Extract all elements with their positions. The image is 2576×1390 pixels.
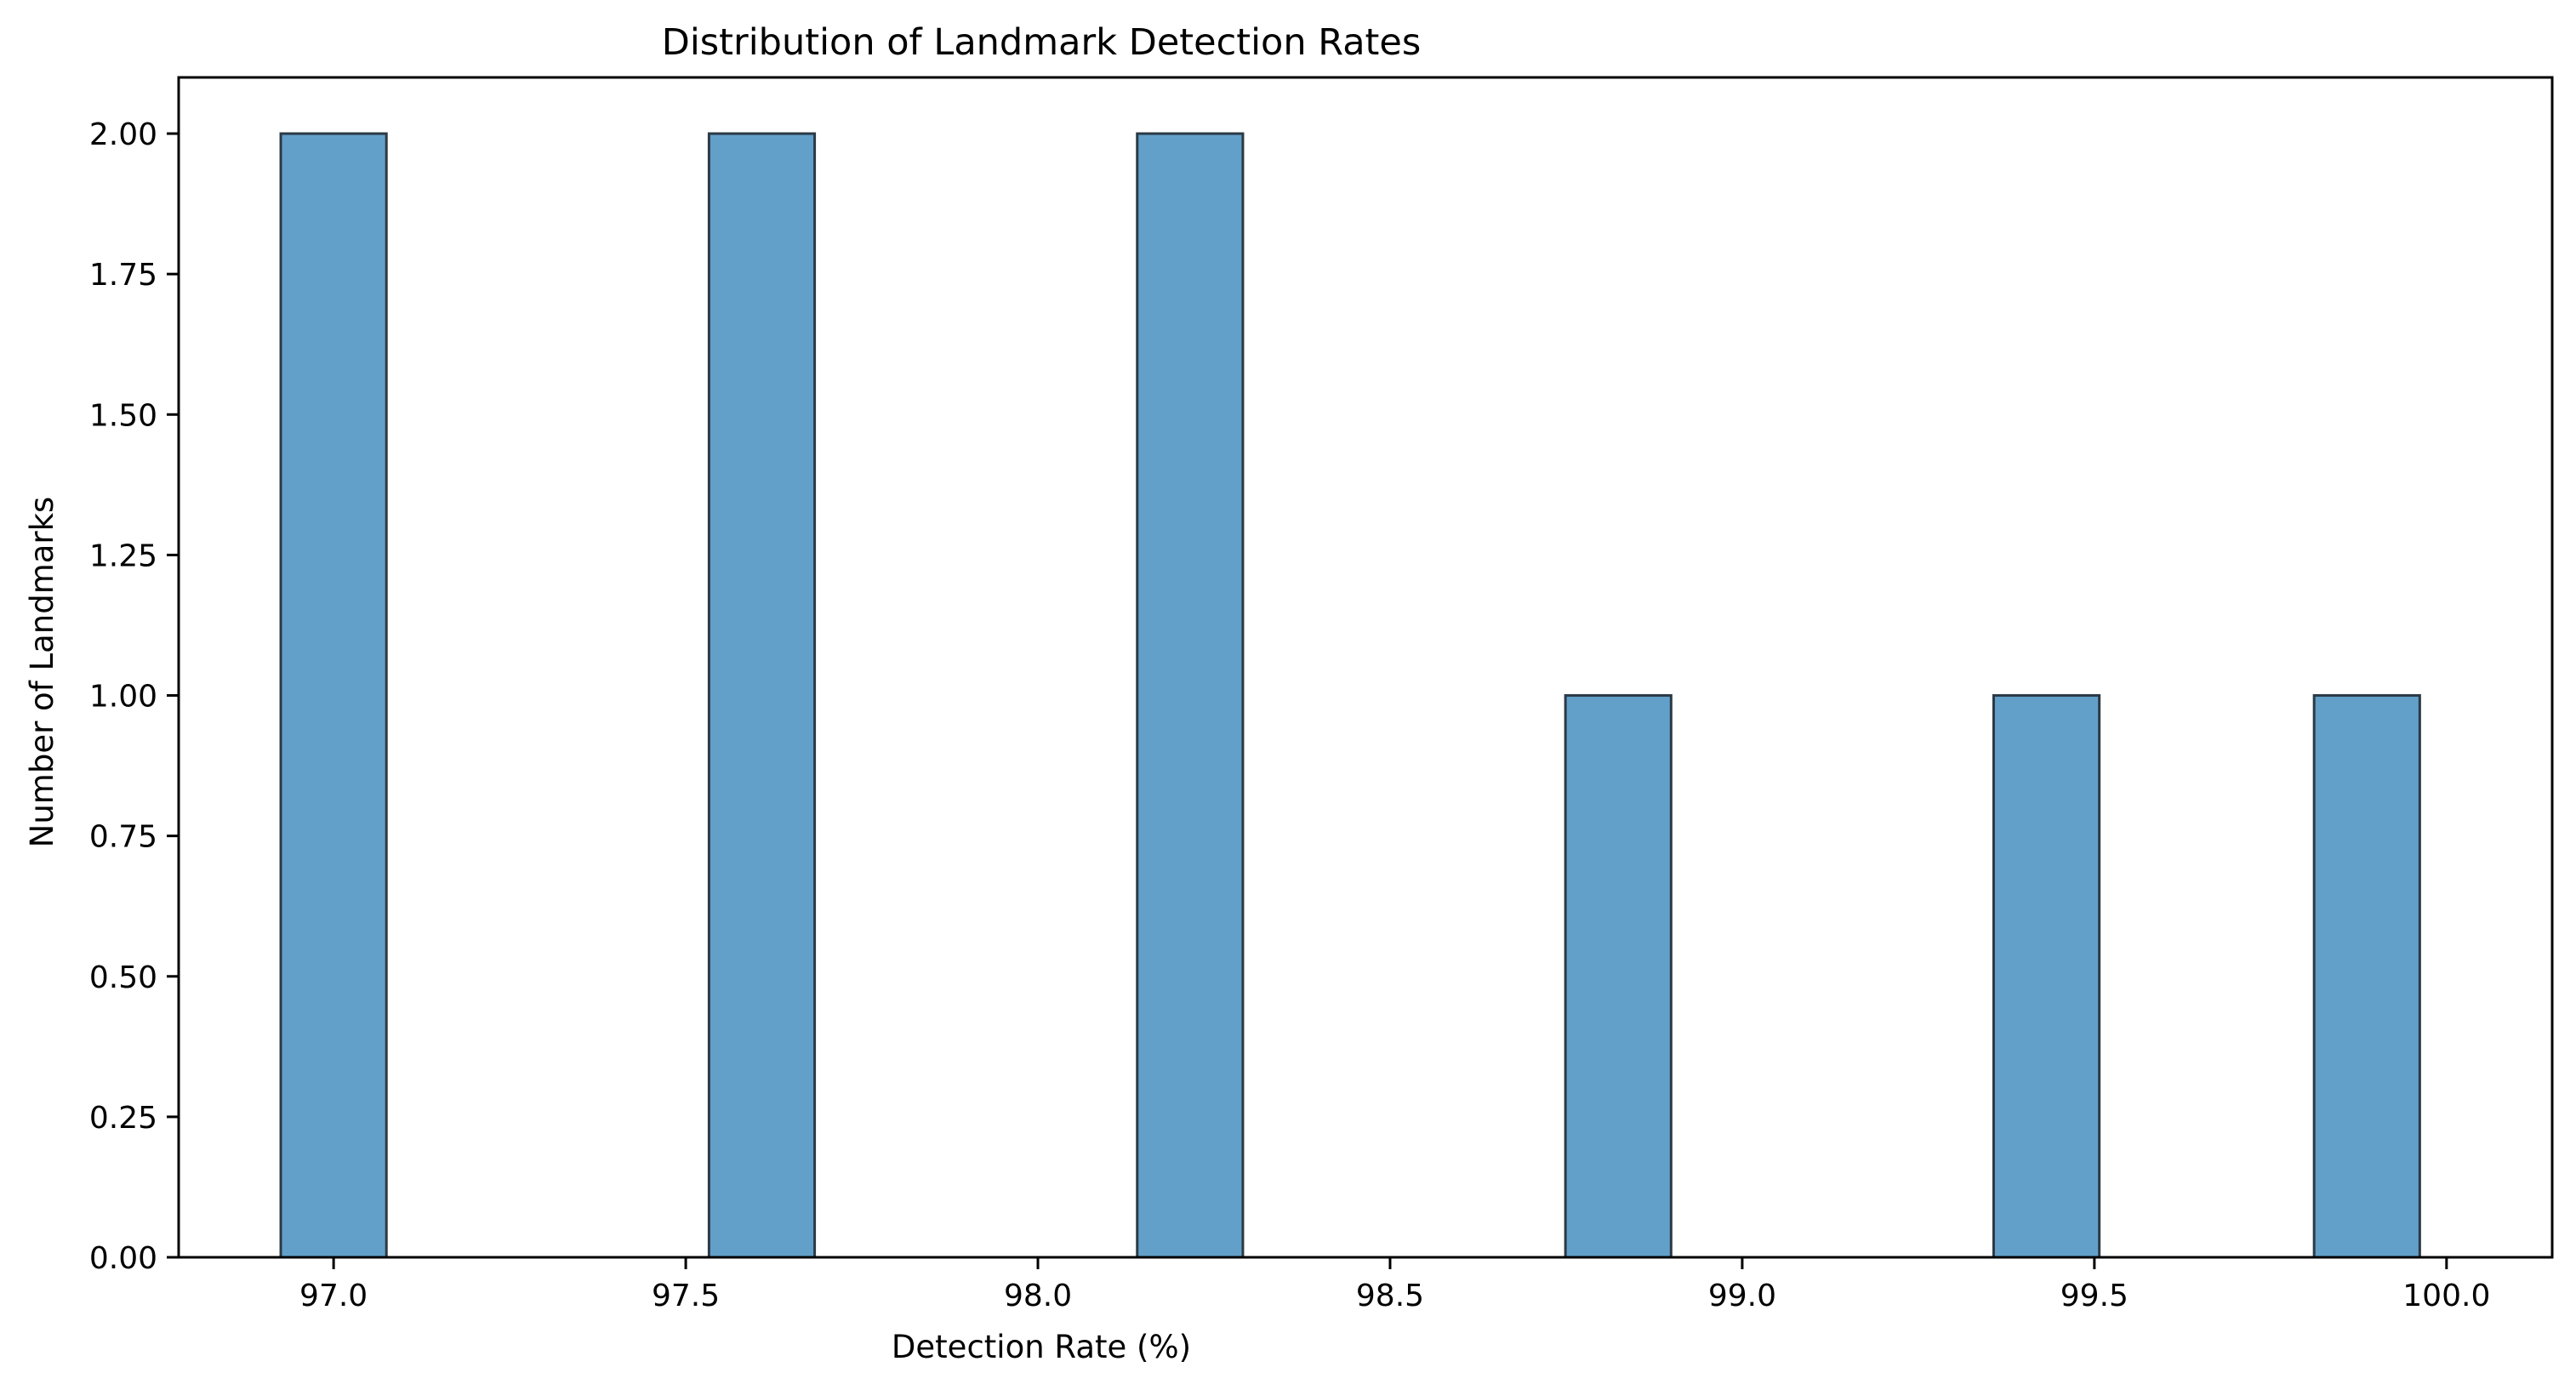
histogram-bar-2 <box>707 132 817 1259</box>
y-tick-label-3: 0.50 <box>89 960 157 995</box>
axes-layer <box>177 76 2554 1259</box>
x-tick-label-7: 100.0 <box>2402 1279 2490 1313</box>
x-tick-label-1: 97.0 <box>299 1279 368 1313</box>
y-tick-label-4: 0.75 <box>89 820 157 855</box>
x-tick-label-6: 99.5 <box>2060 1279 2129 1313</box>
y-tick-label-5: 1.00 <box>89 680 157 715</box>
x-tick-label-2: 97.5 <box>652 1279 720 1313</box>
x-tick-label-4: 98.5 <box>1356 1279 1424 1313</box>
chart-title: Distribution of Landmark Detection Rates <box>662 21 1422 64</box>
bars-layer <box>279 132 2421 1259</box>
histogram-bar-4 <box>1564 694 1673 1259</box>
histogram-bar-3 <box>1136 132 1245 1259</box>
plot-frame <box>177 76 2554 1259</box>
y-tick-label-6: 1.25 <box>89 538 157 573</box>
y-tick-label-2: 0.25 <box>89 1101 157 1136</box>
x-tick-label-3: 98.0 <box>1004 1279 1072 1313</box>
ticks-layer: 97.0 97.5 98.0 98.5 99.0 99.5 100.0 0.00 0.25 0.5… <box>89 117 2491 1313</box>
y-tick-label-9: 2.00 <box>89 117 157 152</box>
x-axis-label: Detection Rate (%) <box>892 1329 1191 1365</box>
histogram-bar-6 <box>2312 694 2421 1259</box>
y-tick-label-1: 0.00 <box>89 1241 157 1276</box>
x-tick-label-5: 99.0 <box>1708 1279 1776 1313</box>
y-axis-label: Number of Landmarks <box>24 497 60 848</box>
y-tick-label-8: 1.75 <box>89 258 157 293</box>
y-tick-label-7: 1.50 <box>89 398 157 433</box>
histogram-bar-5 <box>1992 694 2101 1259</box>
histogram-bar-1 <box>279 132 388 1259</box>
